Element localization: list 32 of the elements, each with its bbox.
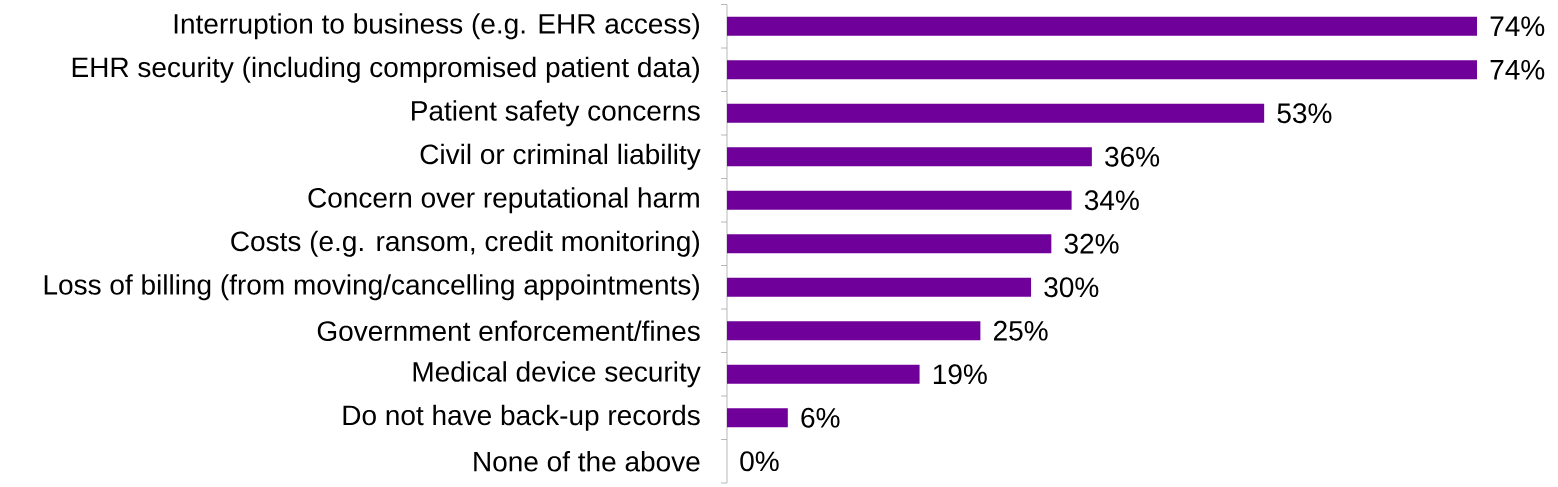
y-tick-label: Patient safety concerns [412, 100, 700, 127]
bar [727, 190, 1072, 210]
y-tick-label: Medical device security [413, 361, 701, 388]
data-label: 34% [1084, 190, 1139, 211]
bar [727, 234, 1052, 254]
data-label: 53% [1277, 103, 1332, 124]
y-tick-label: Civil or criminal liability [420, 143, 701, 170]
y-tick-label: Do not have back-up records [343, 404, 700, 431]
data-label: 19% [933, 364, 987, 385]
data-label: 36% [1105, 146, 1160, 167]
data-label: 25% [993, 320, 1048, 341]
data-label: 74% [1490, 59, 1545, 80]
bar [727, 277, 1032, 297]
data-label: 0% [740, 451, 779, 472]
y-tick-label: Costs (e.g. ransom, credit monitoring) [231, 230, 699, 257]
y-tick-label: Concern over reputational harm [308, 187, 699, 214]
data-label: 74% [1490, 16, 1545, 37]
y-tick-label: Interruption to business (e.g. EHR access) [174, 13, 699, 40]
data-label: 30% [1044, 277, 1099, 298]
y-tick-label: Government enforcement/fines [317, 320, 700, 342]
y-tick-label: EHR security (including compromised patient data) [72, 56, 699, 83]
bar [727, 321, 981, 341]
bar [727, 408, 788, 428]
bar [727, 16, 1477, 36]
y-tick-label: Loss of billing (from moving/cancelling appointments) [44, 274, 699, 301]
y-tick-label: None of the above [474, 450, 700, 472]
bar [727, 103, 1265, 123]
bar [727, 147, 1092, 167]
data-label: 6% [801, 407, 840, 428]
bar [727, 60, 1477, 80]
bar [727, 364, 920, 384]
data-label: 32% [1064, 233, 1119, 254]
